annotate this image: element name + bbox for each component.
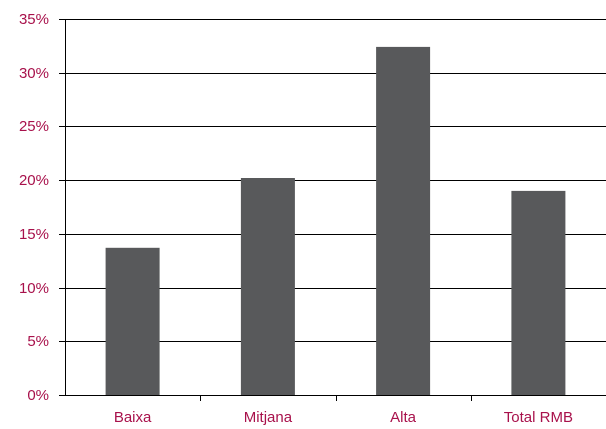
- x-tick-label: Total RMB: [504, 409, 573, 426]
- x-tick-label: Baixa: [114, 409, 152, 426]
- y-tick-labels: 0% 5% 10% 15% 20% 25% 30% 35%: [19, 11, 49, 404]
- y-tick-label: 25%: [19, 118, 49, 135]
- x-tick-labels: Baixa Mitjana Alta Total RMB: [114, 409, 573, 426]
- y-tick-label: 30%: [19, 65, 49, 82]
- bar-total-rmb: [511, 190, 566, 395]
- bars: [105, 46, 566, 396]
- y-tick-label: 10%: [19, 280, 49, 297]
- axes: [59, 19, 606, 401]
- y-tick-label: 35%: [19, 11, 49, 28]
- x-tick-label: Mitjana: [244, 409, 293, 426]
- x-tick-label: Alta: [390, 409, 417, 426]
- y-tick-label: 20%: [19, 172, 49, 189]
- bar-alta: [376, 46, 431, 396]
- y-tick-label: 0%: [27, 387, 49, 404]
- bar-mitjana: [240, 178, 295, 395]
- y-tick-label: 5%: [27, 333, 49, 350]
- bar-baixa: [105, 247, 160, 395]
- y-tick-label: 15%: [19, 226, 49, 243]
